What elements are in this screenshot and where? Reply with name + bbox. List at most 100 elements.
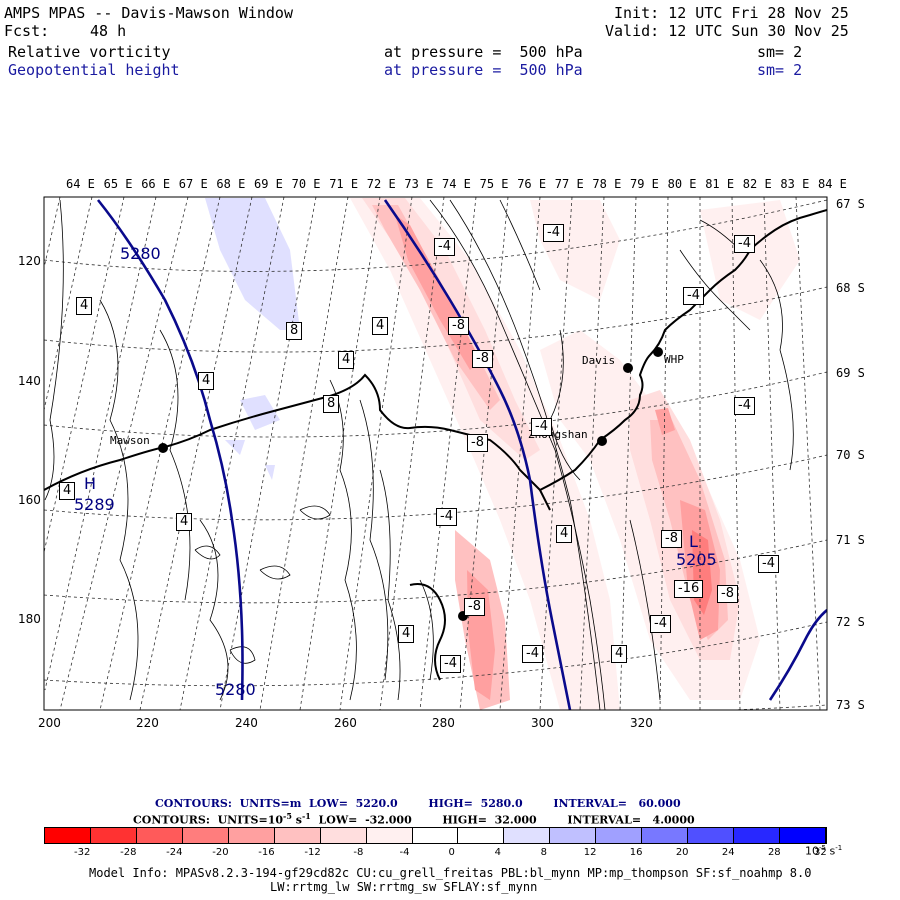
field1-name: Relative vorticity (8, 43, 171, 61)
vorticity-label: -4 (522, 645, 543, 663)
vorticity-label: -4 (734, 235, 755, 253)
y-tick-label: 140 (18, 374, 41, 388)
lon-label: 78 E (592, 177, 622, 191)
vorticity-shading (350, 198, 800, 710)
high-marker: H (84, 474, 97, 493)
height-label-5280-south: 5280 (215, 680, 256, 699)
colorbar-swatch (688, 828, 735, 843)
colorbar-swatch (274, 828, 321, 843)
vorticity-label: 4 (176, 513, 193, 531)
colorbar-tick: 32 (814, 847, 827, 858)
model-info: Model Info: MPASv8.2.3-194-gf29cd82c CU:… (89, 866, 812, 880)
forecast-hour: 48 h (90, 22, 127, 40)
station-zhongshan-dot (597, 436, 607, 446)
colorbar-tick: -4 (399, 847, 410, 858)
colorbar-tick: 0 (448, 847, 455, 858)
colorbar-swatch (45, 828, 91, 843)
vorticity-label: -8 (448, 317, 469, 335)
lon-label: 70 E (291, 177, 321, 191)
colorbar-tick: -24 (166, 847, 183, 858)
lat-label: 73 S (836, 698, 865, 712)
colorbar-tick: 28 (767, 847, 781, 858)
vorticity-label: -4 (531, 418, 552, 436)
y-tick-label: 160 (18, 493, 41, 507)
lon-label: 64 E (66, 177, 95, 191)
colorbar-swatch (228, 828, 275, 843)
vorticity-label: 4 (611, 645, 628, 663)
height-label-5280-north: 5280 (120, 244, 161, 263)
colorbar-tick: -28 (120, 847, 137, 858)
lon-label: 81 E (705, 177, 735, 191)
lon-label: 71 E (329, 177, 359, 191)
coastline (44, 209, 827, 681)
vorticity-label: -4 (650, 615, 671, 633)
station-davis-dot (623, 363, 633, 373)
station-label-davis: Davis (582, 354, 616, 367)
vorticity-label: -8 (472, 350, 493, 368)
lat-label: 69 S (836, 366, 865, 380)
station-whp-dot (653, 347, 663, 357)
contour-vorticity-info: CONTOURS: UNITS=10-5 s-1 LOW= -32.000 HI… (133, 811, 695, 827)
station-label-mawson: Mawson (110, 434, 150, 447)
x-tick-label: 240 (235, 716, 258, 730)
colorbar-tick: 16 (629, 847, 643, 858)
lon-label: 82 E (742, 177, 772, 191)
valid-time: Valid: 12 UTC Sun 30 Nov 25 (605, 22, 849, 40)
init-time: Init: 12 UTC Fri 28 Nov 25 (614, 4, 849, 22)
vorticity-label: -4 (758, 555, 779, 573)
colorbar (44, 827, 827, 844)
colorbar-swatch (550, 828, 597, 843)
y-tick-label: 120 (18, 254, 41, 268)
lon-label: 66 E (141, 177, 171, 191)
lon-label: 74 E (442, 177, 471, 191)
colorbar-tick: 20 (675, 847, 689, 858)
y-tick-label: 180 (18, 612, 41, 626)
vorticity-label: -8 (464, 598, 485, 616)
colorbar-tick: -32 (74, 847, 91, 858)
colorbar-swatch (412, 828, 459, 843)
colorbar-swatch (596, 828, 643, 843)
station-mawson-dot (158, 443, 168, 453)
colorbar-tick: 4 (494, 847, 501, 858)
x-tick-label: 320 (630, 716, 653, 730)
station-label-whp: WHP (664, 353, 684, 366)
height-contours (96, 199, 827, 710)
plot-area (44, 197, 827, 710)
height-label-low-value: 5205 (676, 550, 717, 569)
colorbar-swatch (182, 828, 229, 843)
colorbar-tick: 24 (721, 847, 735, 858)
vorticity-label: 4 (76, 297, 93, 315)
lon-label: 72 E (366, 177, 396, 191)
vorticity-label: 4 (372, 317, 389, 335)
forecast-label: Fcst: (4, 22, 50, 40)
lon-label: 69 E (254, 177, 283, 191)
vorticity-label: -16 (674, 580, 704, 598)
colorbar-swatch (136, 828, 183, 843)
colorbar-swatch (734, 828, 780, 843)
lat-label: 68 S (836, 281, 865, 295)
colorbar-tick: 8 (540, 847, 548, 858)
lon-label: 67 E (178, 177, 208, 191)
plot-frame (43, 196, 828, 711)
latlon-grid (44, 197, 827, 710)
lon-label: 83 E (780, 177, 810, 191)
colorbar-units: 10-5 s-1 (805, 844, 843, 858)
colorbar-swatch (642, 828, 689, 843)
colorbar-swatch (780, 828, 826, 843)
vorticity-label: -4 (440, 655, 461, 673)
height-label-high-value: 5289 (74, 495, 115, 514)
vorticity-label: 4 (556, 525, 573, 543)
lat-label: 71 S (836, 533, 865, 547)
colorbar-tick: -8 (353, 847, 364, 858)
low-marker: L (689, 532, 698, 551)
lon-label: 73 E (404, 177, 434, 191)
vorticity-label: 4 (59, 482, 76, 500)
positive-vorticity-shading (205, 198, 300, 480)
lon-label: 79 E (630, 177, 659, 191)
colorbar-swatch (458, 828, 505, 843)
model-info-physics: LW:rrtmg_lw SW:rrtmg_sw SFLAY:sf_mynn (270, 880, 538, 894)
vorticity-label: -4 (734, 397, 755, 415)
colorbar-tick: -20 (212, 847, 229, 858)
colorbar-swatch (90, 828, 137, 843)
